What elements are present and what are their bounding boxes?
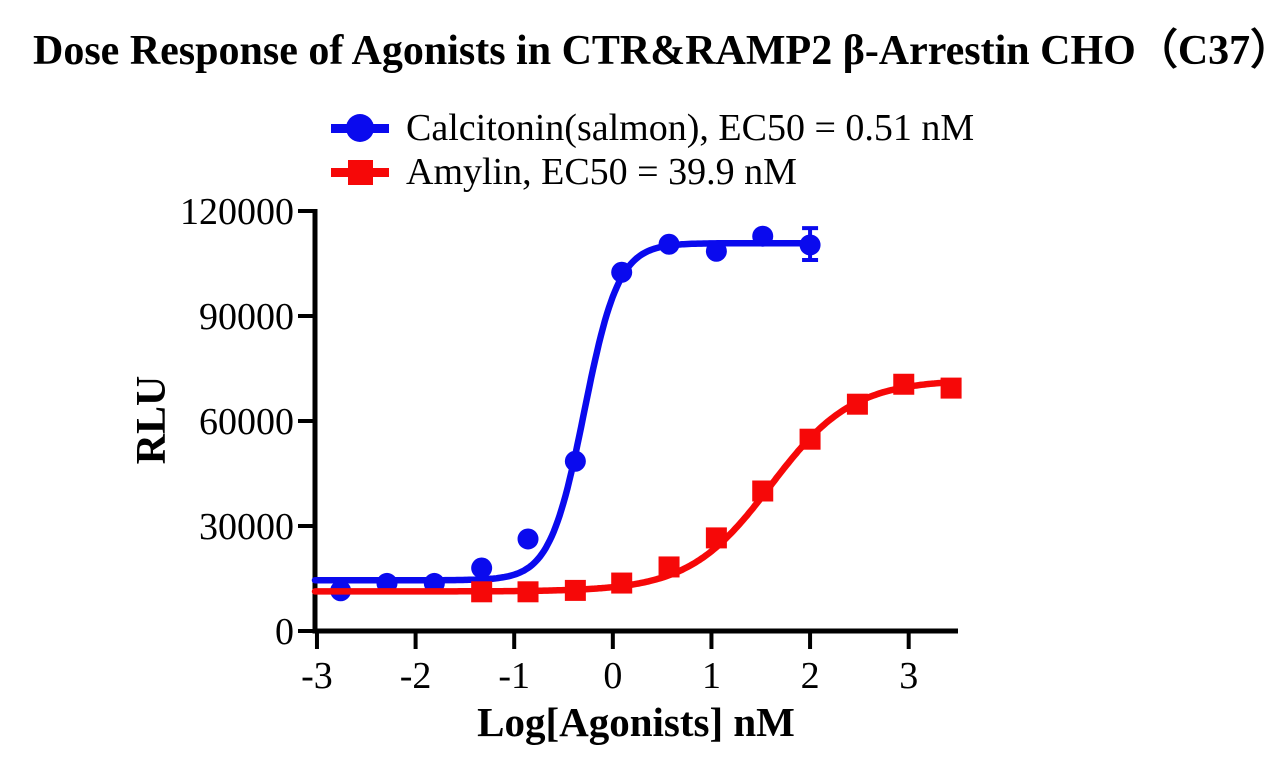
- x-tick-label: 1: [702, 655, 721, 697]
- data-point-circle: [611, 261, 633, 283]
- y-tick-label: 120000: [180, 191, 294, 233]
- legend-item-calcitonin: Calcitonin(salmon), EC50 = 0.51 nM: [331, 106, 974, 150]
- legend-circle-icon: [346, 114, 374, 142]
- y-tick-label: 0: [275, 611, 294, 653]
- data-point-square: [940, 377, 962, 399]
- legend-item-amylin: Amylin, EC50 = 39.9 nM: [331, 150, 974, 194]
- data-point-square: [752, 480, 774, 502]
- y-tick-label: 90000: [199, 296, 294, 338]
- x-tick-label: -2: [400, 655, 432, 697]
- x-tick-label: -1: [498, 655, 530, 697]
- data-point-square: [471, 581, 493, 603]
- legend-square-icon: [347, 159, 373, 185]
- x-tick-label: 2: [801, 655, 820, 697]
- amylin-square-marker-icon: [331, 157, 389, 187]
- data-point-circle: [658, 233, 680, 255]
- chart-title: Dose Response of Agonists in CTR&RAMP2 β…: [33, 28, 1269, 74]
- data-point-circle: [517, 528, 539, 550]
- series-curve-0: [311, 239, 814, 584]
- legend-label-amylin: Amylin, EC50 = 39.9 nM: [406, 151, 797, 193]
- y-tick-label: 60000: [199, 401, 294, 443]
- x-tick-label: 3: [899, 655, 918, 697]
- x-tick-label: 0: [603, 655, 622, 697]
- data-point-square: [799, 428, 821, 450]
- data-point-square: [846, 393, 868, 415]
- data-point-circle: [799, 234, 821, 256]
- data-point-square: [893, 373, 915, 395]
- series-curve-1: [311, 378, 956, 595]
- data-point-circle: [752, 225, 774, 247]
- y-tick-label: 30000: [199, 506, 294, 548]
- x-tick-label: -3: [301, 655, 333, 697]
- x-axis-label: Log[Agonists] nM: [477, 699, 795, 745]
- data-point-circle: [705, 240, 727, 262]
- data-point-circle: [471, 557, 493, 579]
- legend: Calcitonin(salmon), EC50 = 0.51 nM Amyli…: [331, 106, 974, 194]
- legend-label-calcitonin: Calcitonin(salmon), EC50 = 0.51 nM: [406, 107, 975, 149]
- data-point-circle: [564, 450, 586, 472]
- data-point-square: [611, 572, 633, 594]
- data-point-square: [517, 581, 539, 603]
- calcitonin-circle-marker-icon: [331, 113, 389, 143]
- data-point-square: [564, 579, 586, 601]
- data-point-square: [658, 556, 680, 578]
- data-point-square: [705, 527, 727, 549]
